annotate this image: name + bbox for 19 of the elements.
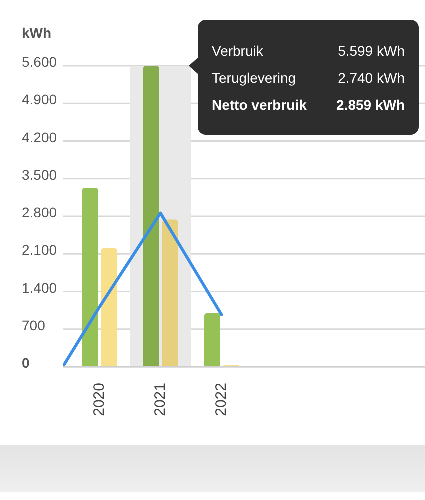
y-tick-label: 1.400	[22, 280, 58, 296]
annotation: 2.740 kWh	[338, 69, 405, 88]
y-tick-label: 2.100	[22, 242, 58, 258]
annotation: Teruglevering	[212, 69, 296, 88]
x-tick-label: 2022	[213, 383, 230, 416]
y-tick-label: 700	[22, 317, 46, 334]
x-tick-label: 2021	[152, 383, 170, 416]
y-tick-label: 5.600	[22, 54, 58, 70]
annotation: Netto verbruik	[212, 96, 307, 115]
y-tick-label: 3.500	[22, 166, 58, 183]
text: 5.599 kWh	[338, 42, 405, 61]
y-tick-label: 2.800	[22, 204, 58, 220]
y-axis-title: kWh	[22, 25, 52, 42]
annotation: 2.859 kWh	[336, 96, 405, 115]
y-tick-label: 0	[22, 355, 30, 371]
text: Verbruik	[212, 42, 264, 61]
y-tick-label: 4.200	[22, 129, 58, 146]
y-tick-label: 4.900	[22, 92, 58, 108]
x-tick-label: 2020	[91, 383, 108, 416]
